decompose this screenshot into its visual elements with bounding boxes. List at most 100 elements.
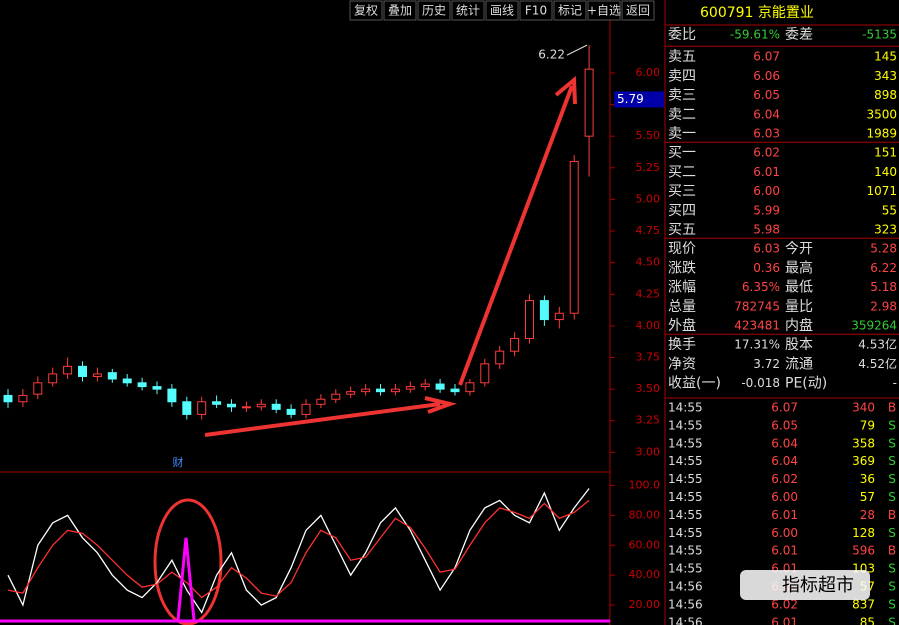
candle-body xyxy=(495,350,505,365)
trade-volume: 28 xyxy=(860,508,875,522)
toolbar-label[interactable]: +自选 xyxy=(587,4,621,18)
quote-volume: 343 xyxy=(874,69,897,83)
trade-price: 6.04 xyxy=(771,436,798,450)
candle-body xyxy=(316,398,326,405)
quote-label: 现价 xyxy=(668,241,696,257)
candle-body xyxy=(3,394,13,403)
quote-value: 6.06 xyxy=(753,69,780,83)
toolbar-label[interactable]: 复权 xyxy=(354,4,378,18)
candle-body xyxy=(554,312,564,321)
candle-body xyxy=(18,394,28,403)
quote-label: 卖二 xyxy=(668,107,696,123)
candle-body xyxy=(92,373,102,377)
candle-body xyxy=(331,393,341,400)
trade-price: 6.01 xyxy=(771,508,798,522)
trade-side: S xyxy=(888,490,896,504)
quote-label: 卖五 xyxy=(668,49,696,65)
candle-body xyxy=(197,401,207,415)
quote-value: 6.35% xyxy=(742,280,780,294)
y-tick-label: 4.50 xyxy=(636,256,661,269)
y-tick-label: 4.00 xyxy=(636,319,661,332)
quote-value: 4.53亿 xyxy=(858,337,897,352)
quote-label: 换手 xyxy=(668,336,696,353)
y-tick-label: 3.25 xyxy=(636,414,661,427)
trade-volume: 57 xyxy=(860,490,875,504)
quote-label: 最高 xyxy=(785,259,813,276)
quote-volume: 898 xyxy=(874,88,897,102)
trade-time: 14:55 xyxy=(668,526,703,540)
event-marker: 财 xyxy=(173,455,184,469)
arrow xyxy=(458,75,577,386)
trade-side: S xyxy=(888,472,896,486)
candle-body xyxy=(78,365,87,377)
candle-body xyxy=(227,403,236,408)
y-tick-label: 40.00 xyxy=(629,568,661,581)
candle-body xyxy=(390,388,400,393)
toolbar-button[interactable] xyxy=(519,0,553,21)
toolbar-label[interactable]: 返回 xyxy=(626,4,650,18)
candle-body xyxy=(63,365,73,375)
toolbar-button[interactable] xyxy=(485,0,519,21)
toolbar-label[interactable]: 统计 xyxy=(456,4,480,18)
trade-time: 14:56 xyxy=(668,615,703,625)
toolbar-button[interactable] xyxy=(451,0,485,21)
toolbar-button[interactable] xyxy=(587,0,621,21)
toolbar-label[interactable]: 叠加 xyxy=(388,4,412,18)
quote-label: 量比 xyxy=(785,299,813,315)
y-tick-label: 5.00 xyxy=(636,192,661,205)
toolbar-button[interactable] xyxy=(621,0,655,21)
quote-value: 6.07 xyxy=(753,50,780,64)
trade-side: B xyxy=(888,508,896,522)
candle-body xyxy=(569,160,579,314)
trade-volume: 596 xyxy=(852,544,875,558)
quote-label: 流通 xyxy=(785,356,813,372)
trade-time: 14:55 xyxy=(668,436,703,450)
y-tick-label: 5.25 xyxy=(636,161,661,174)
trade-side: S xyxy=(888,597,896,611)
stock-header: 600791 京能置业 xyxy=(700,5,814,21)
quote-value: 6.05 xyxy=(753,88,780,102)
trade-volume: 340 xyxy=(852,401,875,415)
y-tick-label: 5.50 xyxy=(636,129,661,142)
quote-label: 外盘 xyxy=(668,317,696,334)
trade-volume: 85 xyxy=(860,615,875,625)
trade-price: 6.00 xyxy=(771,526,798,540)
quote-value: -59.61% xyxy=(730,28,780,42)
quote-value: 6.03 xyxy=(753,242,780,256)
toolbar-label[interactable]: F10 xyxy=(525,4,547,18)
candle-body xyxy=(256,403,266,408)
quote-value: -5135 xyxy=(862,28,897,42)
last-price-box xyxy=(614,91,664,108)
candle-body xyxy=(271,403,281,410)
toolbar-button[interactable] xyxy=(553,0,587,21)
toolbar-button[interactable] xyxy=(417,0,451,21)
toolbar-button[interactable] xyxy=(383,0,417,21)
quote-value: 6.00 xyxy=(753,184,780,198)
toolbar-label[interactable]: 标记 xyxy=(558,4,582,18)
quote-volume: 151 xyxy=(874,146,897,160)
trade-time: 14:55 xyxy=(668,490,703,504)
y-tick-label: 20.00 xyxy=(629,598,661,611)
toolbar-label[interactable]: 历史 xyxy=(422,4,446,18)
quote-value: 423481 xyxy=(734,319,780,333)
quote-value: 782745 xyxy=(734,299,780,313)
trade-price: 6.02 xyxy=(771,597,798,611)
y-tick-label: 4.25 xyxy=(636,287,661,300)
toolbar-label[interactable]: 画线 xyxy=(490,4,514,18)
trade-volume: 358 xyxy=(852,436,875,450)
quote-label: 买二 xyxy=(668,164,696,180)
arrow xyxy=(204,396,457,437)
quote-label: 内盘 xyxy=(785,317,813,334)
candle-body xyxy=(107,372,117,380)
toolbar-button[interactable] xyxy=(349,0,383,21)
trade-side: S xyxy=(888,454,896,468)
quote-label: 涨幅 xyxy=(668,280,696,296)
quote-label: 净资 xyxy=(668,356,696,372)
candle-body xyxy=(33,382,43,395)
y-tick-label: 3.75 xyxy=(636,351,661,364)
candle-body xyxy=(420,383,430,388)
quote-value: 17.31% xyxy=(734,338,780,352)
